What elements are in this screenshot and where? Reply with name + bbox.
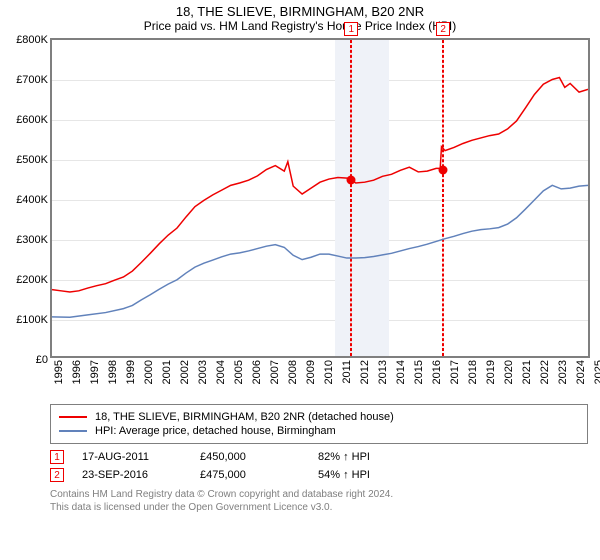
sale-price: £450,000 (200, 451, 300, 463)
x-tick-label: 2012 (359, 360, 371, 384)
x-tick-label: 1998 (107, 360, 119, 384)
x-tick-label: 2008 (287, 360, 299, 384)
sale-row: 1 17-AUG-2011 £450,000 82% ↑ HPI (50, 448, 588, 466)
y-tick-label: £700K (16, 74, 52, 86)
sale-date: 23-SEP-2016 (82, 469, 182, 481)
y-tick-label: £500K (16, 154, 52, 166)
footer-attribution: Contains HM Land Registry data © Crown c… (50, 488, 588, 514)
x-tick-label: 2003 (197, 360, 209, 384)
footer-line-2: This data is licensed under the Open Gov… (50, 501, 588, 514)
sale-tag: 1 (50, 450, 64, 464)
x-tick-label: 2018 (467, 360, 479, 384)
sale-row: 2 23-SEP-2016 £475,000 54% ↑ HPI (50, 466, 588, 484)
x-tick-label: 2010 (323, 360, 335, 384)
x-tick-label: 1997 (89, 360, 101, 384)
x-tick-label: 2025 (593, 360, 600, 384)
sale-delta: 54% ↑ HPI (318, 469, 418, 481)
x-tick-label: 2011 (341, 360, 353, 384)
sale-date: 17-AUG-2011 (82, 451, 182, 463)
x-tick-label: 2017 (449, 360, 461, 384)
y-tick-label: £200K (16, 274, 52, 286)
x-tick-label: 2023 (557, 360, 569, 384)
legend-swatch (59, 416, 87, 418)
x-tick-label: 2022 (539, 360, 551, 384)
y-tick-label: £800K (16, 34, 52, 46)
sale-marker-tag: 1 (344, 22, 358, 36)
legend-item: 18, THE SLIEVE, BIRMINGHAM, B20 2NR (det… (59, 410, 579, 424)
y-tick-label: £300K (16, 234, 52, 246)
sale-dot (347, 176, 356, 185)
x-tick-label: 2019 (485, 360, 497, 384)
series-hpi (52, 185, 588, 317)
legend: 18, THE SLIEVE, BIRMINGHAM, B20 2NR (det… (50, 404, 588, 444)
chart: £0£100K£200K£300K£400K£500K£600K£700K£80… (0, 38, 600, 398)
sale-dot (439, 166, 448, 175)
y-tick-label: £600K (16, 114, 52, 126)
x-tick-label: 2007 (269, 360, 281, 384)
x-tick-label: 2020 (503, 360, 515, 384)
plot-area: £0£100K£200K£300K£400K£500K£600K£700K£80… (50, 38, 590, 358)
legend-item: HPI: Average price, detached house, Birm… (59, 424, 579, 438)
chart-lines (52, 40, 588, 356)
chart-subtitle: Price paid vs. HM Land Registry's House … (0, 19, 600, 38)
sale-delta: 82% ↑ HPI (318, 451, 418, 463)
x-tick-label: 1999 (125, 360, 137, 384)
y-tick-label: £100K (16, 314, 52, 326)
sales-table: 1 17-AUG-2011 £450,000 82% ↑ HPI 2 23-SEP-201… (50, 448, 588, 484)
y-tick-label: £400K (16, 194, 52, 206)
x-tick-label: 2001 (161, 360, 173, 384)
x-tick-label: 2000 (143, 360, 155, 384)
x-tick-label: 2006 (251, 360, 263, 384)
footer-line-1: Contains HM Land Registry data © Crown c… (50, 488, 588, 501)
sale-price: £475,000 (200, 469, 300, 481)
x-tick-label: 2009 (305, 360, 317, 384)
x-axis-labels: 1995 1996 1997 1998 1999 2000 2001 2002 2003 2004… (50, 358, 590, 398)
chart-title: 18, THE SLIEVE, BIRMINGHAM, B20 2NR (0, 0, 600, 19)
x-tick-label: 2013 (377, 360, 389, 384)
series-property (52, 78, 588, 292)
sale-marker-tag: 2 (436, 22, 450, 36)
x-tick-label: 1995 (53, 360, 65, 384)
x-tick-label: 2002 (179, 360, 191, 384)
x-tick-label: 2014 (395, 360, 407, 384)
sale-tag: 2 (50, 468, 64, 482)
x-tick-label: 2004 (215, 360, 227, 384)
x-tick-label: 2024 (575, 360, 587, 384)
x-tick-label: 1996 (71, 360, 83, 384)
legend-swatch (59, 430, 87, 432)
x-tick-label: 2016 (431, 360, 443, 384)
legend-label: 18, THE SLIEVE, BIRMINGHAM, B20 2NR (det… (95, 411, 394, 423)
x-tick-label: 2021 (521, 360, 533, 384)
x-tick-label: 2005 (233, 360, 245, 384)
x-tick-label: 2015 (413, 360, 425, 384)
legend-label: HPI: Average price, detached house, Birm… (95, 425, 336, 437)
